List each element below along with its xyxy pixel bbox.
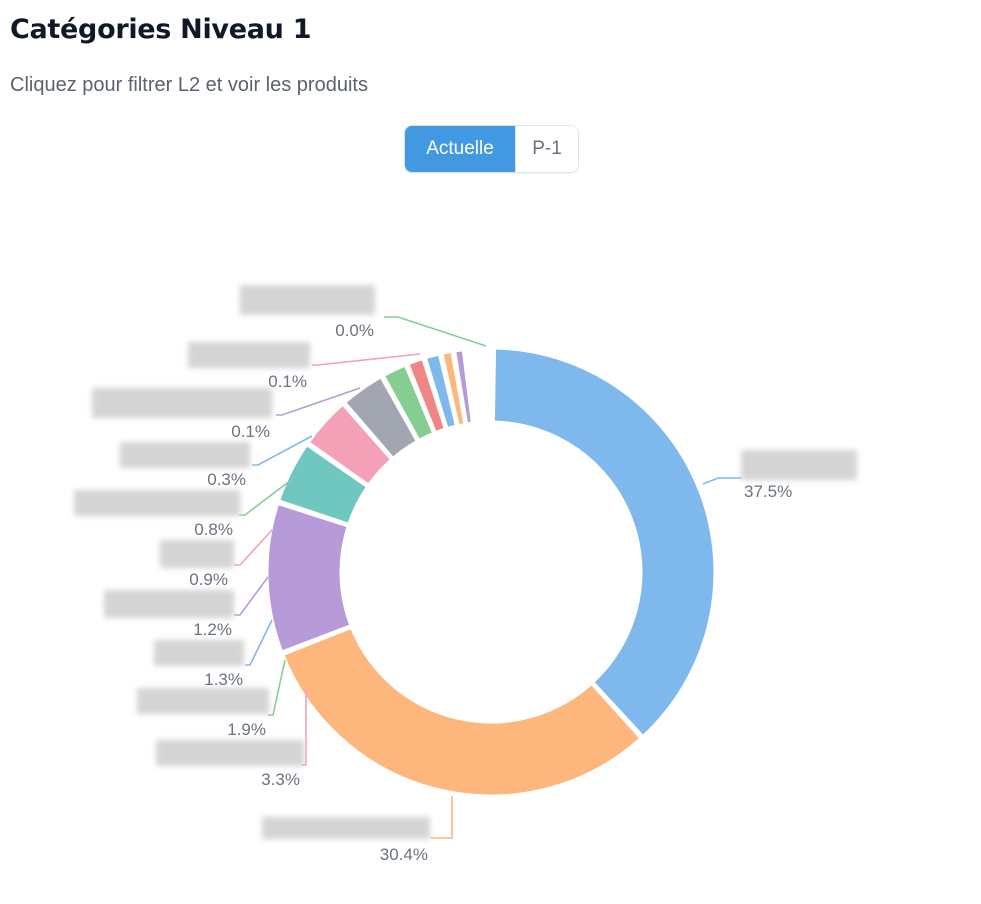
redacted-category-name [137,688,269,714]
percentage-label: 0.9% [189,570,228,589]
percentage-label: 0.0% [335,321,374,340]
slice-11[interactable] [453,348,474,426]
redacted-category-name [156,740,304,766]
label-leader-line [268,659,286,716]
slice-label-11: 0.1% [188,342,421,391]
label-leader-line [384,316,487,347]
previous-period-button[interactable]: P-1 [515,126,578,172]
redacted-category-name [741,450,857,480]
redacted-category-name [160,540,234,568]
slice-9[interactable] [423,352,458,431]
slice-label-1: 37.5% [702,450,857,501]
label-leader-line [252,435,313,466]
redacted-category-name [92,388,272,418]
slice-3[interactable] [265,501,353,654]
label-leader-line [276,387,361,416]
slice-label-6: 1.2% [104,576,269,639]
redacted-category-name [74,490,240,516]
percentage-label: 37.5% [744,482,792,501]
redacted-category-name [120,442,250,468]
slice-label-4: 1.9% [137,659,286,739]
page-title: Catégories Niveau 1 [10,14,312,45]
label-leader-line [245,619,273,666]
slice-14[interactable] [471,347,481,424]
redacted-category-name [104,590,234,618]
slice-10[interactable] [440,349,467,428]
slice-2[interactable] [281,625,643,798]
slice-6[interactable] [343,375,419,460]
page-subtitle: Cliquez pour filtrer L2 et voir les prod… [10,74,368,96]
period-toggle: Actuelle P-1 [404,125,579,173]
label-leader-line [234,576,269,616]
percentage-label: 30.4% [380,845,428,864]
slice-17[interactable] [479,346,486,424]
percentage-label: 0.3% [207,470,246,489]
label-leader-line [702,477,742,485]
percentage-label: 1.9% [227,720,266,739]
slice-8[interactable] [406,357,447,435]
slice-label-12: 0.0% [240,285,487,347]
slice-label-7: 0.9% [160,529,273,589]
slice-label-8: 0.8% [74,479,292,539]
labels-group: 37.5% 30.4% 3.3% 1.9% 1.3% 1.2% 0.9% 0.8% 0.3% 0.… [74,285,857,864]
label-leader-line [312,353,421,366]
percentage-label: 1.2% [193,620,232,639]
slice-5[interactable] [306,402,394,487]
current-period-button[interactable]: Actuelle [405,126,515,172]
slice-12[interactable] [464,347,477,425]
percentage-label: 1.3% [204,670,243,689]
percentage-label: 3.3% [261,770,300,789]
redacted-category-name [262,817,430,839]
slice-16[interactable] [476,346,484,424]
slice-4[interactable] [277,443,370,526]
slice-1[interactable] [491,346,717,739]
slices-group [265,346,717,798]
label-leader-line [234,529,273,566]
slice-13[interactable] [468,347,479,425]
redacted-category-name [240,285,375,315]
slice-label-5: 1.3% [154,619,273,689]
redacted-category-name [154,640,244,666]
slice-label-2: 30.4% [262,796,453,864]
slice-15[interactable] [473,347,483,424]
label-leader-line [239,479,292,516]
slice-7[interactable] [381,363,436,442]
label-leader-line [430,796,453,839]
percentage-label: 0.8% [194,520,233,539]
slice-label-9: 0.3% [120,435,313,489]
slice-label-3: 3.3% [156,690,307,789]
slice-label-10: 0.1% [92,387,361,441]
percentage-label: 0.1% [231,422,270,441]
redacted-category-name [188,342,310,368]
percentage-label: 0.1% [268,372,307,391]
